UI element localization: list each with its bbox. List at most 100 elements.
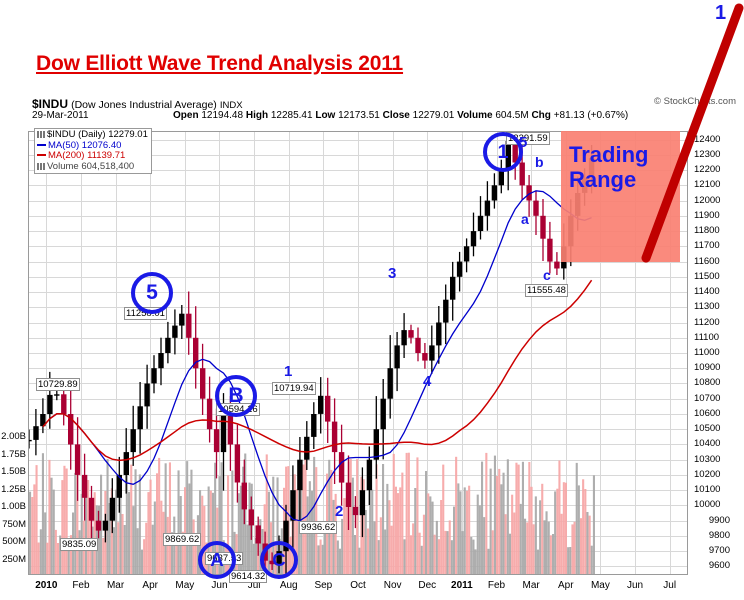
date-tick-May: May [175, 580, 195, 591]
date-tick-Jul: Jul [663, 580, 677, 591]
price-tick-12200: 12200 [694, 164, 721, 176]
price-tick-11600: 11600 [694, 255, 720, 267]
legend-volume-label: Volume 604,518,400 [47, 160, 135, 172]
elliott-circle-5: 5 [131, 272, 173, 314]
legend-row-ma50: MA(50) 12076.40 [37, 139, 148, 152]
symbol-exchange: INDX [219, 100, 243, 111]
date-tick-2011: 2011 [451, 580, 473, 591]
price-tick-11000: 11000 [694, 347, 720, 358]
price-tick-11100: 11100 [694, 331, 720, 343]
volume-tick-1-50B: 1.50B [1, 466, 26, 477]
trading-range-label: Trading Range [569, 142, 677, 192]
trading-range-word: Trading [569, 142, 649, 167]
date-tick-Jun: Jun [626, 580, 644, 591]
date-tick-Jul: Jul [247, 580, 261, 591]
trading-range-word: Range [569, 167, 637, 192]
price-callout-11555-48: 11555.48 [525, 284, 568, 297]
price-callout-10729-89: 10729.89 [36, 378, 80, 391]
price-tick-11700: 11700 [694, 240, 720, 252]
price-tick-10700: 10700 [694, 392, 721, 404]
price-tick-10500: 10500 [694, 423, 721, 435]
price-tick-10600: 10600 [694, 407, 721, 419]
elliott-wave-1: 1 [284, 363, 293, 380]
price-callout-9869-62: 9869.62 [163, 533, 202, 546]
date-tick-Jun: Jun [211, 580, 228, 591]
legend-ma200-label: MA(200) 11139.71 [48, 150, 126, 161]
volume-tick-500M: 500M [2, 536, 26, 547]
quote-date: 29-Mar-2011 [32, 110, 89, 121]
elliott-circle-1: 1 [483, 132, 523, 172]
chart-header-symbol-line: $INDU (Dow Jones Industrial Average) IND… [32, 97, 243, 111]
date-tick-Mar: Mar [106, 580, 125, 591]
date-tick-Oct: Oct [350, 580, 366, 591]
elliott-circle-c: C [260, 541, 298, 579]
page-title: Dow Elliott Wave Trend Analysis 2011 [36, 52, 404, 75]
date-tick-Mar: Mar [522, 580, 540, 591]
volume-bars-icon [37, 162, 45, 170]
elliott-wave-3: 3 [388, 265, 397, 282]
date-tick-May: May [590, 580, 610, 591]
price-tick-11900: 11900 [694, 209, 720, 221]
date-tick-Aug: Aug [279, 580, 298, 591]
low-value: 12173.51 [338, 110, 380, 121]
price-tick-10200: 10200 [694, 468, 721, 480]
legend-row-series: $INDU (Daily) 12279.01 [37, 129, 148, 141]
elliott-wave-c: c [543, 267, 551, 283]
price-callout-9936-62: 9936.62 [299, 521, 338, 534]
price-callout-9614-32: 9614.32 [229, 570, 268, 583]
candle-icon [37, 131, 45, 138]
date-tick-Apr: Apr [558, 580, 574, 591]
close-value: 12279.01 [412, 110, 455, 121]
price-tick-11800: 11800 [694, 225, 720, 237]
price-tick-10900: 10900 [694, 362, 721, 374]
price-tick-10800: 10800 [694, 377, 721, 389]
price-tick-10000: 10000 [694, 499, 721, 511]
price-series-canvas [29, 132, 595, 574]
price-tick-11200: 11200 [694, 316, 720, 328]
date-tick-Sep: Sep [314, 580, 333, 591]
ohlc-summary: Open 12194.48 High 12285.41 Low 12173.51… [173, 110, 628, 121]
price-tick-12300: 12300 [694, 148, 721, 160]
volume-tick-1-75B: 1.75B [1, 448, 26, 460]
price-tick-9800: 9800 [708, 529, 730, 541]
elliott-wave-b: b [535, 154, 544, 170]
legend-row-ma200: MA(200) 11139.71 [37, 150, 148, 162]
volume-tick-2-00B: 2.00B [1, 431, 26, 442]
volume-label: Volume [457, 110, 493, 121]
price-tick-10300: 10300 [694, 453, 721, 465]
chg-label: Chg [531, 110, 551, 121]
close-label: Close [382, 110, 410, 121]
date-tick-Apr: Apr [142, 580, 158, 591]
price-tick-10400: 10400 [694, 438, 721, 450]
price-tick-9700: 9700 [708, 545, 730, 557]
elliott-wave-4: 4 [423, 373, 432, 390]
price-tick-12000: 12000 [694, 194, 721, 206]
volume-tick-750M: 750M [2, 518, 26, 530]
legend-ma50-label: MA(50) 12076.40 [48, 139, 122, 151]
price-tick-9600: 9600 [708, 560, 730, 572]
elliott-wave-a: a [521, 211, 529, 227]
open-value: 12194.48 [201, 110, 244, 121]
price-tick-12400: 12400 [694, 133, 721, 145]
price-callout-10719-94: 10719.94 [272, 382, 316, 395]
low-label: Low [315, 110, 336, 121]
high-value: 12285.41 [270, 110, 313, 121]
symbol-fullname: (Dow Jones Industrial Average) [71, 99, 217, 111]
symbol-ticker: $INDU [32, 97, 69, 111]
price-tick-11500: 11500 [694, 270, 720, 282]
ma50-swatch-icon [37, 143, 46, 146]
legend-series-label: $INDU (Daily) 12279.01 [47, 129, 148, 140]
date-tick-Dec: Dec [418, 580, 437, 591]
high-label: High [245, 110, 269, 121]
stockcharts-watermark: © StockCharts.com [654, 96, 736, 107]
elliott-circle-b: B [215, 375, 257, 417]
elliott-wave-2: 2 [335, 503, 344, 520]
elliott-wave-5: 5 [519, 134, 528, 151]
price-tick-11300: 11300 [694, 301, 720, 313]
open-label: Open [173, 110, 199, 121]
price-tick-9900: 9900 [708, 514, 730, 526]
volume-tick-250M: 250M [2, 553, 26, 565]
price-tick-12100: 12100 [694, 179, 721, 191]
chg-value: +81.13 (+0.67%) [553, 110, 629, 121]
ma200-swatch-icon [37, 154, 46, 157]
